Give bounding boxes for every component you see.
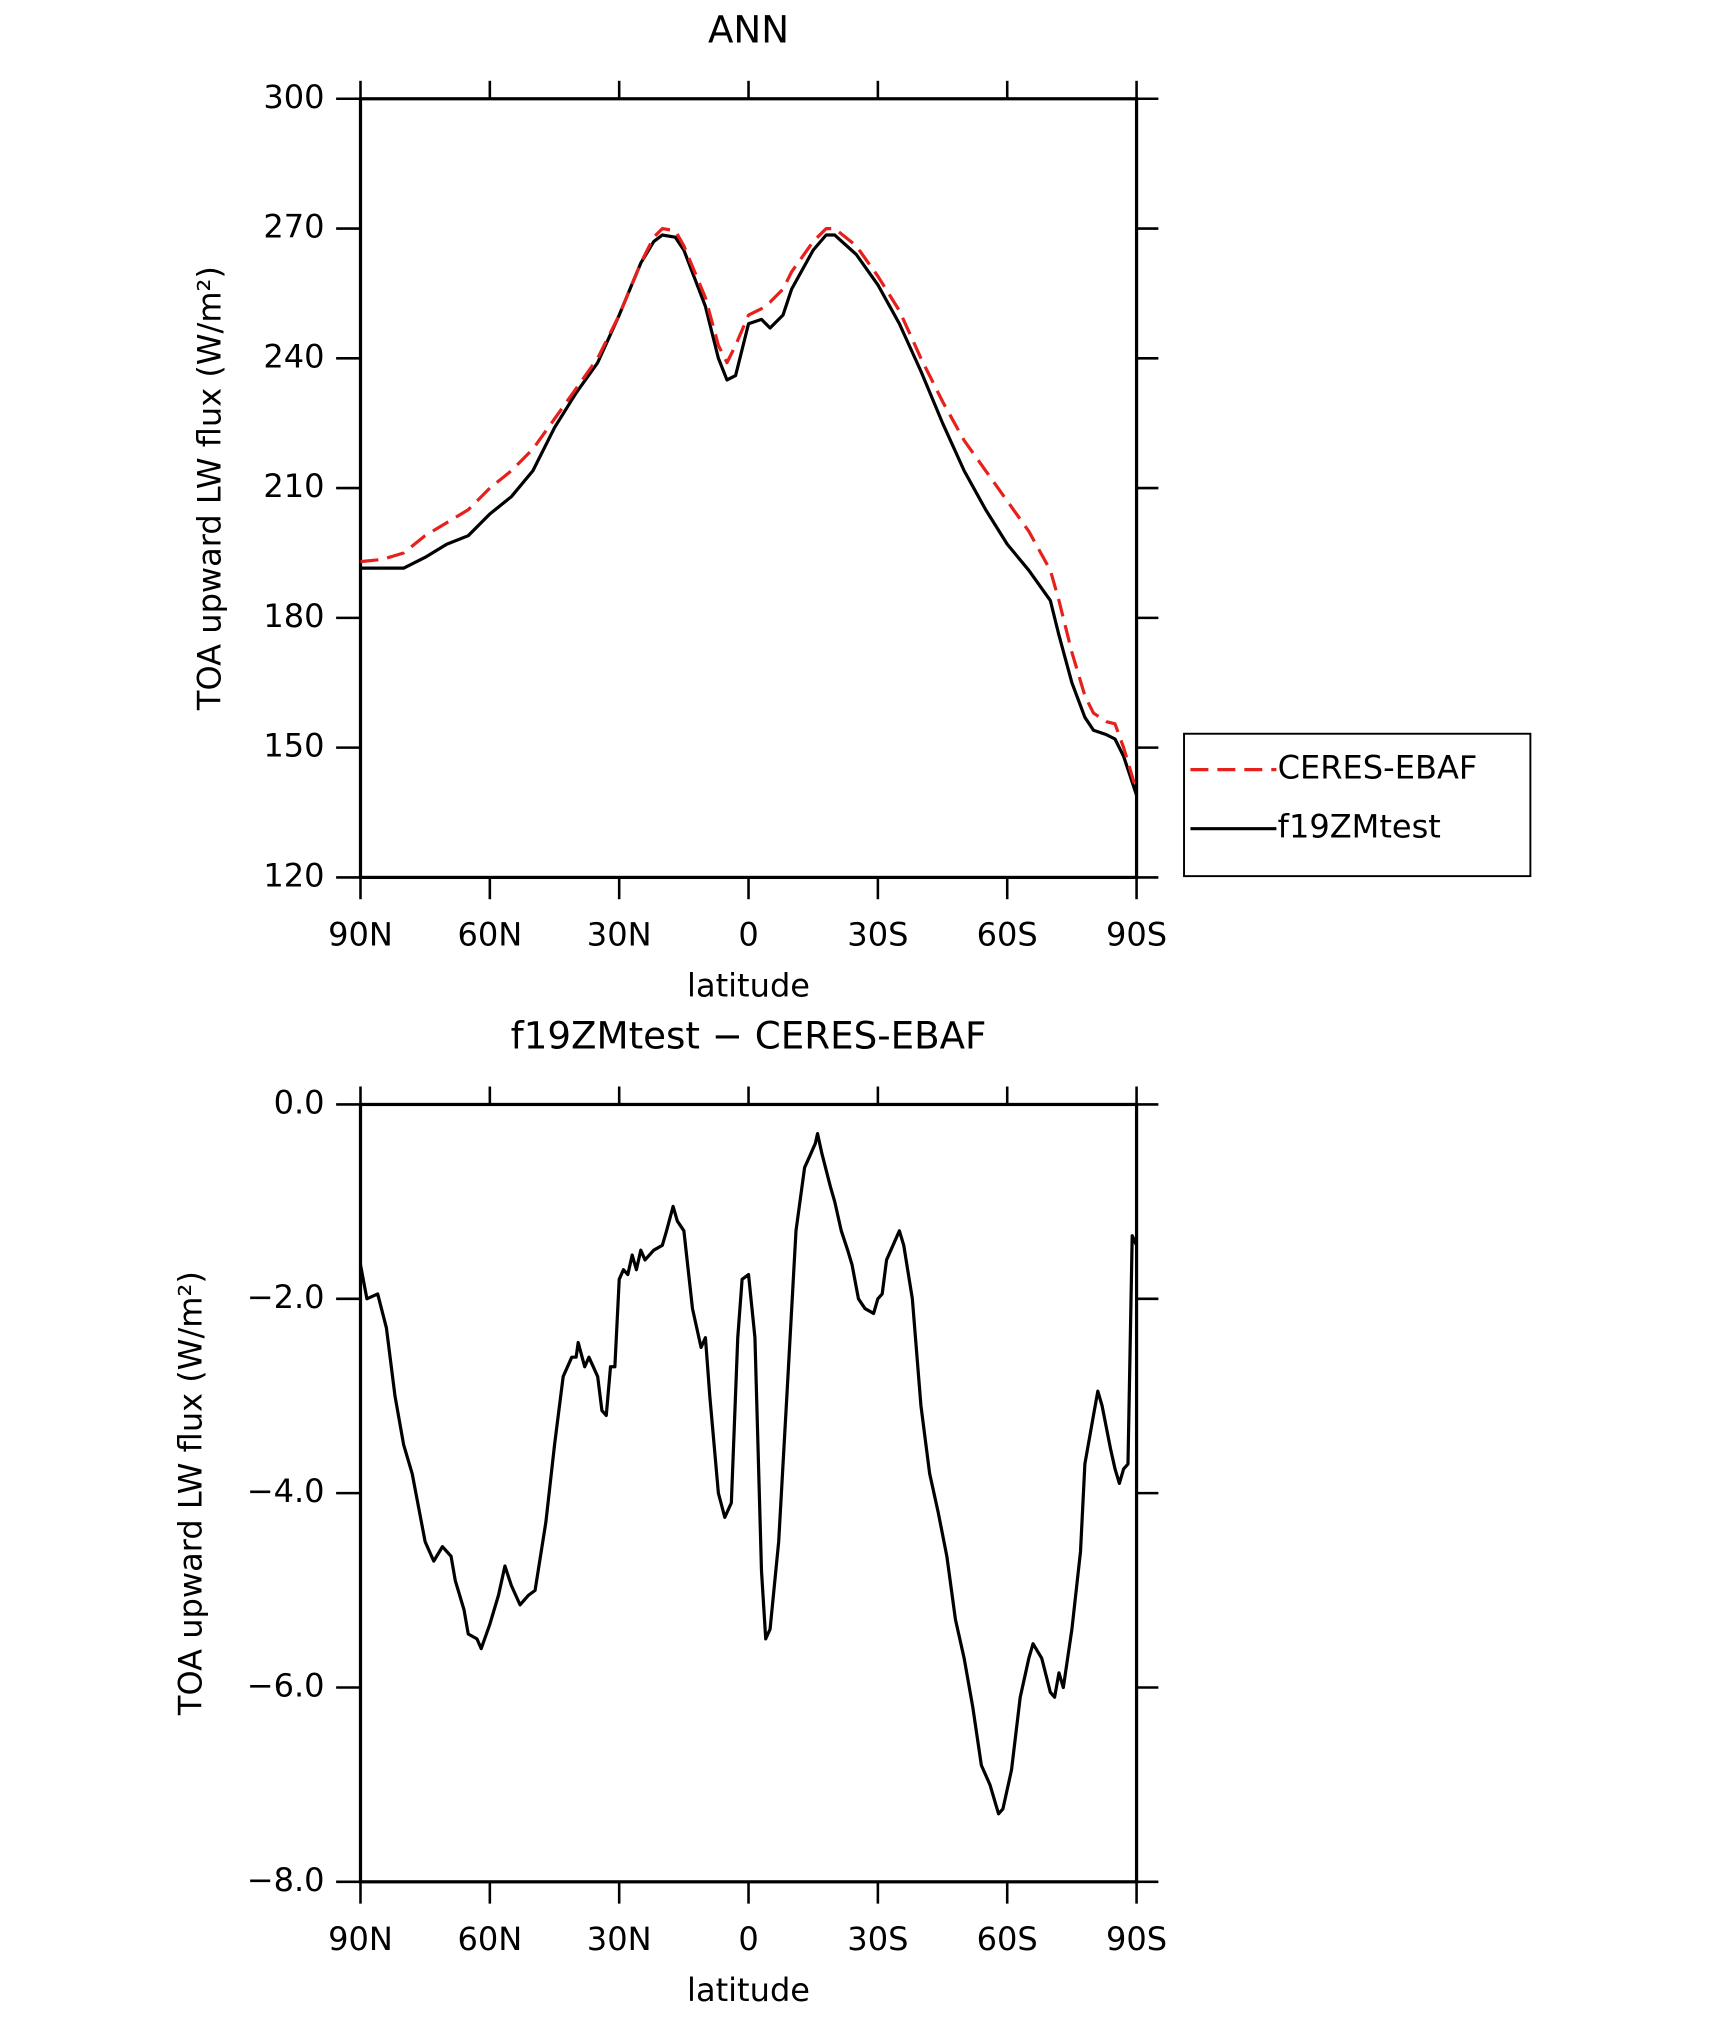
data-line <box>360 226 1139 792</box>
plot-frame <box>358 97 1139 880</box>
x-tick-label: 90S <box>1106 1920 1167 1958</box>
x-tick-label: 60N <box>457 915 522 953</box>
x-tick-label: 90N <box>328 1920 393 1958</box>
x-tick-label: 60N <box>457 1920 522 1958</box>
x-axis-label: latitude <box>687 967 810 1005</box>
x-tick-label: 30S <box>847 1920 908 1958</box>
y-tick-label: −6.0 <box>247 1666 325 1704</box>
legend-label: f19ZMtest <box>1278 808 1441 846</box>
x-tick-label: 30S <box>847 915 908 953</box>
x-axis-label: latitude <box>687 1971 810 2009</box>
y-tick-label: −2.0 <box>247 1278 325 1316</box>
x-tick-label: 30N <box>587 915 652 953</box>
y-tick-label: −4.0 <box>247 1472 325 1510</box>
chart-title: ANN <box>708 8 789 52</box>
y-tick-label: 120 <box>263 856 324 894</box>
data-line <box>358 1131 1139 1816</box>
y-tick-label: 300 <box>263 78 324 116</box>
x-tick-label: 30N <box>587 1920 652 1958</box>
x-tick-label: 90S <box>1106 915 1167 953</box>
x-tick-label: 0 <box>738 915 758 953</box>
y-tick-label: 180 <box>263 597 324 635</box>
x-tick-label: 60S <box>977 915 1038 953</box>
legend-box <box>1183 732 1532 878</box>
y-tick-label: 270 <box>263 208 324 246</box>
x-tick-label: 0 <box>738 1920 758 1958</box>
y-axis-label: TOA upward LW flux (W/m²) <box>171 1271 209 1716</box>
y-tick-label: 150 <box>263 727 324 765</box>
y-tick-label: 210 <box>263 467 324 505</box>
y-tick-label: −8.0 <box>247 1861 325 1899</box>
y-tick-label: 240 <box>263 337 324 375</box>
plot-frame <box>358 1102 1139 1884</box>
x-tick-label: 60S <box>977 1920 1038 1958</box>
chart-title: f19ZMtest − CERES-EBAF <box>511 1013 987 1057</box>
data-line <box>360 233 1139 796</box>
y-tick-label: 0.0 <box>274 1083 325 1121</box>
legend-label: CERES-EBAF <box>1278 749 1478 787</box>
x-tick-label: 90N <box>328 915 393 953</box>
y-axis-label: TOA upward LW flux (W/m²) <box>191 266 229 711</box>
